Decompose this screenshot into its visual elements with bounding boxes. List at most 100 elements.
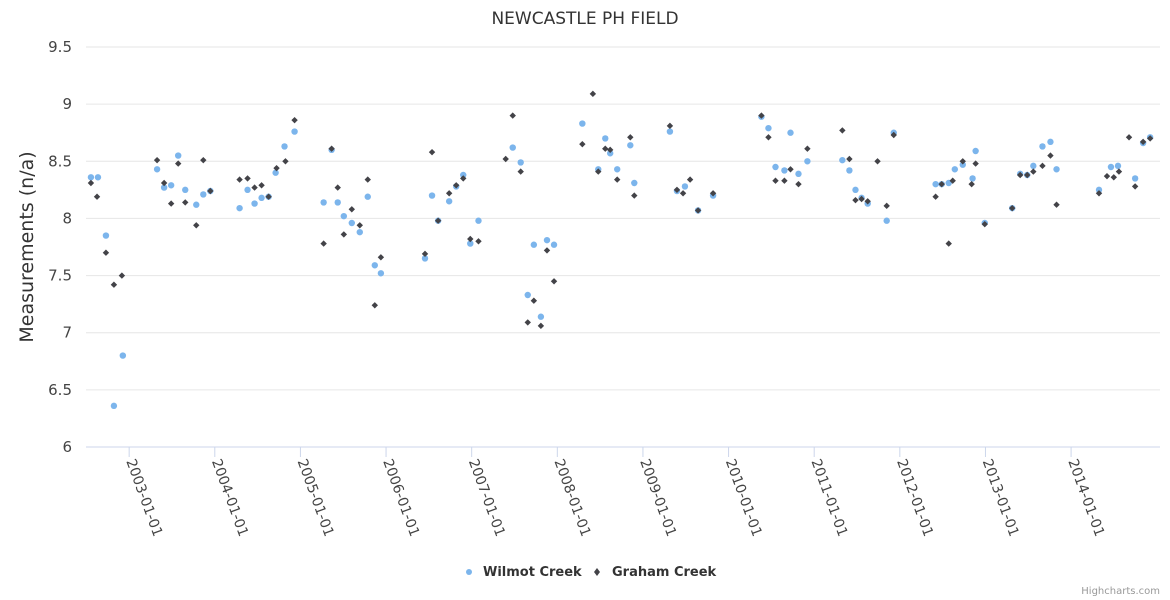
data-point-graham-creek[interactable]	[364, 176, 371, 183]
data-point-graham-creek[interactable]	[890, 131, 897, 139]
data-point-graham-creek[interactable]	[265, 193, 272, 200]
data-point-graham-creek[interactable]	[475, 238, 482, 245]
data-point-wilmot-creek[interactable]	[1114, 162, 1122, 170]
data-point-graham-creek[interactable]	[1115, 168, 1123, 175]
data-point-wilmot-creek[interactable]	[1047, 138, 1054, 146]
data-point-graham-creek[interactable]	[102, 249, 110, 256]
data-point-wilmot-creek[interactable]	[627, 142, 634, 149]
highcharts-credit-link[interactable]: Highcharts.com	[1081, 586, 1160, 597]
data-point-wilmot-creek[interactable]	[445, 198, 453, 205]
data-point-wilmot-creek[interactable]	[795, 170, 802, 178]
data-point-wilmot-creek[interactable]	[371, 262, 378, 269]
data-point-wilmot-creek[interactable]	[356, 228, 363, 236]
data-point-wilmot-creek[interactable]	[681, 183, 689, 190]
data-point-graham-creek[interactable]	[517, 168, 524, 175]
data-point-graham-creek[interactable]	[858, 195, 865, 203]
data-point-graham-creek[interactable]	[1110, 174, 1117, 181]
data-point-graham-creek[interactable]	[1095, 190, 1103, 197]
data-point-wilmot-creek[interactable]	[160, 184, 168, 191]
data-point-wilmot-creek[interactable]	[579, 120, 586, 127]
data-point-graham-creek[interactable]	[167, 200, 175, 207]
data-point-graham-creek[interactable]	[686, 176, 694, 183]
data-point-graham-creek[interactable]	[627, 134, 634, 141]
data-point-wilmot-creek[interactable]	[550, 241, 558, 248]
data-point-wilmot-creek[interactable]	[475, 217, 482, 224]
data-point-wilmot-creek[interactable]	[377, 270, 385, 277]
data-point-graham-creek[interactable]	[291, 116, 298, 124]
data-point-graham-creek[interactable]	[524, 319, 531, 326]
data-point-graham-creek[interactable]	[1030, 168, 1037, 175]
data-point-wilmot-creek[interactable]	[787, 129, 794, 136]
data-point-graham-creek[interactable]	[434, 217, 442, 224]
data-point-graham-creek[interactable]	[118, 272, 126, 279]
data-point-graham-creek[interactable]	[606, 146, 614, 154]
data-point-wilmot-creek[interactable]	[932, 180, 939, 188]
data-point-wilmot-creek[interactable]	[320, 199, 327, 206]
data-point-wilmot-creek[interactable]	[883, 217, 890, 224]
data-point-graham-creek[interactable]	[110, 281, 118, 288]
data-point-wilmot-creek[interactable]	[428, 192, 436, 199]
data-point-wilmot-creek[interactable]	[839, 156, 846, 164]
data-point-wilmot-creek[interactable]	[467, 240, 474, 247]
data-point-graham-creek[interactable]	[428, 148, 436, 156]
data-point-graham-creek[interactable]	[1125, 134, 1133, 141]
data-point-graham-creek[interactable]	[244, 175, 251, 182]
data-point-wilmot-creek[interactable]	[87, 174, 95, 181]
data-point-graham-creek[interactable]	[839, 127, 846, 134]
data-point-graham-creek[interactable]	[589, 90, 597, 98]
data-point-graham-creek[interactable]	[959, 158, 966, 165]
data-point-graham-creek[interactable]	[153, 156, 161, 164]
data-point-graham-creek[interactable]	[1103, 172, 1111, 180]
data-point-graham-creek[interactable]	[502, 155, 509, 163]
data-point-graham-creek[interactable]	[631, 192, 638, 199]
data-point-wilmot-creek[interactable]	[1107, 163, 1115, 171]
data-point-wilmot-creek[interactable]	[110, 402, 118, 410]
data-point-graham-creek[interactable]	[273, 164, 280, 172]
data-point-graham-creek[interactable]	[550, 278, 558, 285]
data-point-wilmot-creek[interactable]	[251, 200, 258, 207]
data-point-graham-creek[interactable]	[537, 322, 545, 330]
data-point-wilmot-creek[interactable]	[244, 186, 251, 194]
data-point-graham-creek[interactable]	[765, 134, 772, 141]
data-point-graham-creek[interactable]	[371, 302, 378, 309]
data-point-graham-creek[interactable]	[445, 190, 453, 197]
data-point-graham-creek[interactable]	[883, 202, 890, 210]
data-point-graham-creek[interactable]	[174, 160, 182, 167]
data-point-graham-creek[interactable]	[781, 177, 788, 184]
data-point-graham-creek[interactable]	[579, 140, 586, 148]
data-point-wilmot-creek[interactable]	[524, 291, 531, 299]
data-point-wilmot-creek[interactable]	[804, 158, 811, 165]
data-point-wilmot-creek[interactable]	[348, 219, 356, 227]
data-point-graham-creek[interactable]	[334, 184, 341, 191]
data-point-graham-creek[interactable]	[981, 220, 988, 228]
data-point-wilmot-creek[interactable]	[193, 201, 200, 208]
data-point-wilmot-creek[interactable]	[200, 191, 207, 198]
legend-item-wilmot-creek[interactable]: Wilmot Creek	[466, 565, 582, 580]
data-point-wilmot-creek[interactable]	[421, 255, 429, 262]
data-point-wilmot-creek[interactable]	[602, 135, 609, 142]
data-point-graham-creek[interactable]	[932, 193, 939, 200]
data-point-graham-creek[interactable]	[938, 180, 945, 188]
data-point-graham-creek[interactable]	[282, 158, 289, 165]
data-point-wilmot-creek[interactable]	[334, 199, 341, 206]
data-point-wilmot-creek[interactable]	[543, 236, 551, 244]
data-point-graham-creek[interactable]	[1009, 204, 1016, 212]
data-point-graham-creek[interactable]	[1024, 171, 1031, 179]
data-point-wilmot-creek[interactable]	[537, 313, 545, 320]
data-point-graham-creek[interactable]	[207, 187, 214, 195]
data-point-wilmot-creek[interactable]	[153, 166, 161, 173]
data-point-graham-creek[interactable]	[460, 175, 467, 182]
data-point-wilmot-creek[interactable]	[781, 167, 788, 174]
data-point-wilmot-creek[interactable]	[291, 128, 298, 135]
data-point-graham-creek[interactable]	[320, 240, 327, 247]
data-point-wilmot-creek[interactable]	[119, 352, 127, 359]
data-point-graham-creek[interactable]	[543, 247, 551, 254]
data-point-wilmot-creek[interactable]	[846, 167, 853, 174]
data-point-graham-creek[interactable]	[949, 177, 956, 184]
data-point-graham-creek[interactable]	[874, 158, 881, 165]
data-point-graham-creek[interactable]	[709, 190, 717, 197]
data-point-graham-creek[interactable]	[1131, 183, 1139, 190]
data-point-graham-creek[interactable]	[772, 177, 779, 184]
data-point-wilmot-creek[interactable]	[614, 166, 621, 173]
data-point-wilmot-creek[interactable]	[530, 241, 538, 248]
